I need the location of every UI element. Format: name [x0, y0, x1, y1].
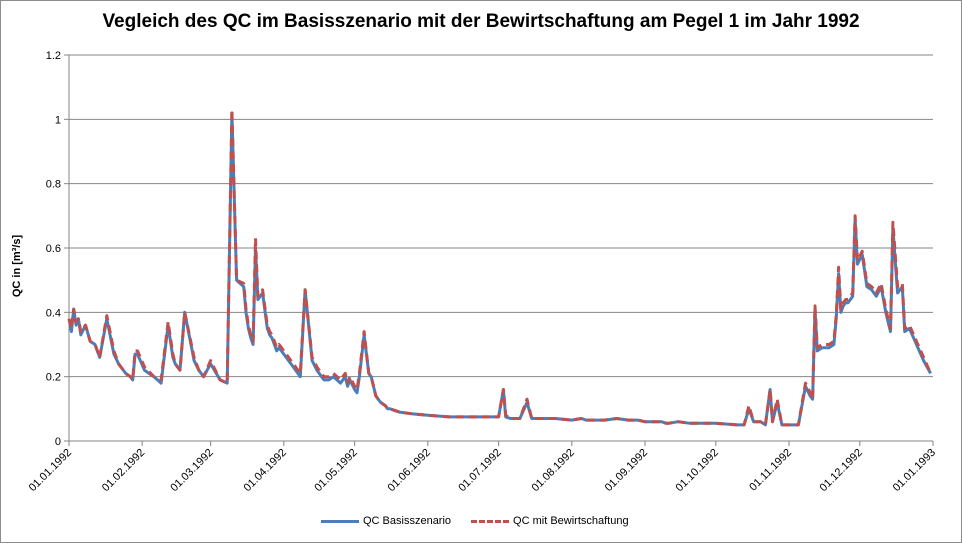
- series-line-base: [67, 111, 932, 427]
- y-tick-label: 0: [55, 436, 61, 448]
- legend-swatch-base: [321, 519, 359, 523]
- x-tick-label: 01.09.1992: [603, 447, 650, 494]
- series-line-management: [67, 108, 932, 427]
- y-tick-label: 0.4: [46, 307, 61, 319]
- x-tick-label: 01.03.1992: [168, 447, 215, 494]
- x-tick-label: 01.07.1992: [456, 447, 503, 494]
- x-tick-label: 01.10.1992: [674, 447, 721, 494]
- y-tick-label: 1.2: [46, 50, 61, 62]
- legend-label-base: QC Basisszenario: [363, 515, 452, 527]
- x-tick-label: 01.06.1992: [386, 447, 433, 494]
- legend-swatch-management: [471, 519, 510, 523]
- legend-label-management: QC mit Bewirtschaftung: [513, 515, 629, 527]
- legend-item-base: QC Basisszenario: [321, 515, 451, 527]
- x-tick-label: 01.01.1992: [27, 447, 74, 494]
- y-tick-label: 0.2: [46, 372, 61, 384]
- x-tick-label: 01.04.1992: [242, 447, 289, 494]
- chart-title: Vegleich des QC im Basisszenario mit der…: [102, 11, 860, 32]
- x-tick-label: 01.08.1992: [530, 447, 577, 494]
- x-tick-label: 01.11.1992: [747, 447, 794, 494]
- x-tick-label: 01.12.1992: [818, 447, 865, 494]
- legend-item-management: QC mit Bewirtschaftung: [471, 515, 629, 527]
- x-tick-label: 01.05.1992: [312, 447, 359, 494]
- legend: QC Basisszenario QC mit Bewirtschaftung: [321, 513, 649, 529]
- y-tick-label: 1: [55, 114, 61, 126]
- x-tick-label: 01.02.1992: [100, 447, 147, 494]
- y-tick-label: 0.8: [46, 179, 61, 191]
- y-tick-label: 0.6: [46, 243, 61, 255]
- x-tick-label: 01.01.1993: [891, 447, 938, 494]
